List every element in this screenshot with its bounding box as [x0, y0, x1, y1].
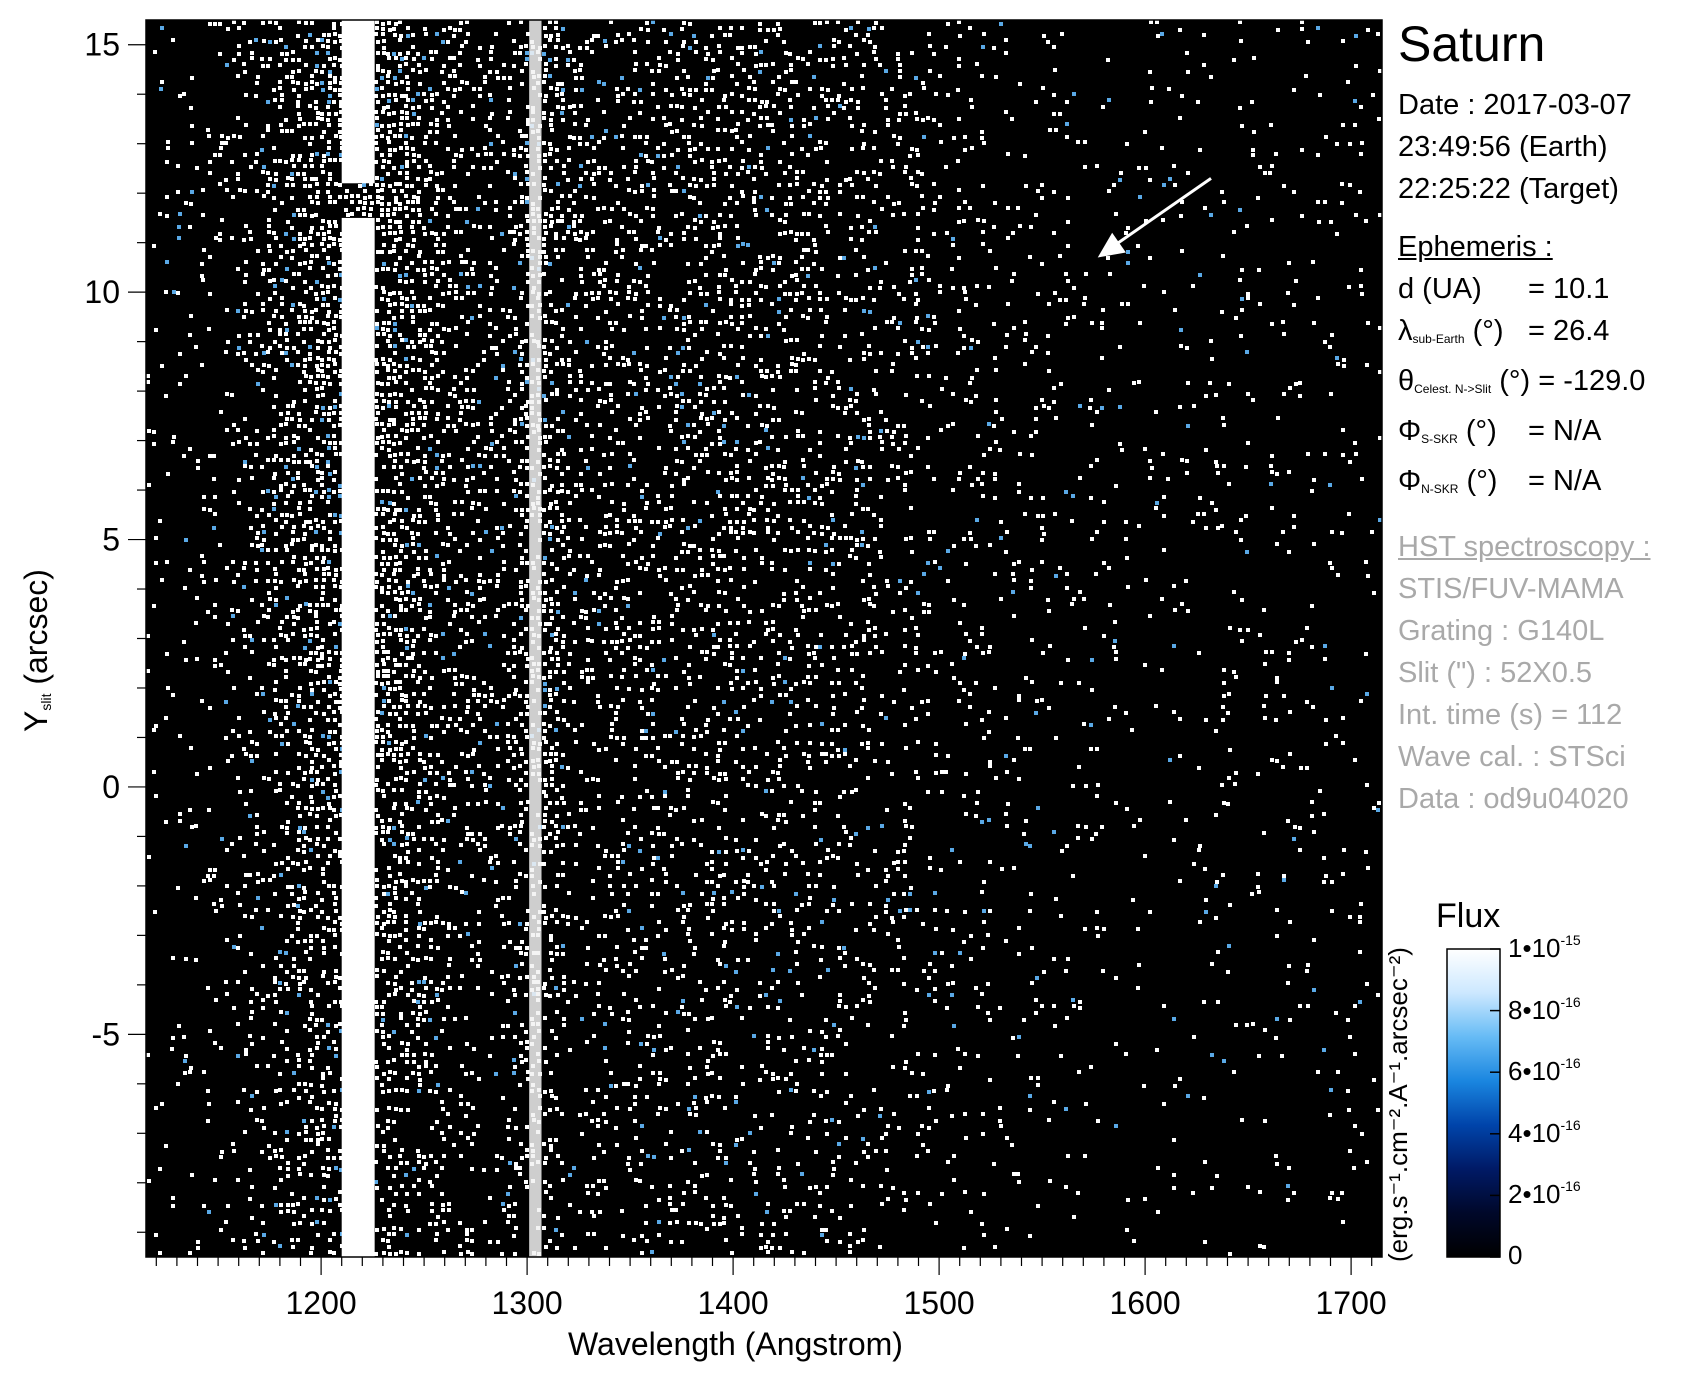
colorbar-gradient [1446, 948, 1501, 1258]
target-time: 22:25:22 (Target) [1398, 173, 1619, 205]
x-tick-label: 1600 [1110, 1285, 1181, 1321]
phi-n-symbol: Φ [1398, 465, 1422, 497]
hst-heading: HST spectroscopy : [1398, 531, 1651, 563]
instrument: STIS/FUV-MAMA [1398, 573, 1624, 605]
phi-s-sub: S-SKR [1421, 432, 1458, 446]
phi-s-row: ΦS-SKR (°) = N/A [1398, 410, 1678, 460]
annotation-arrow [1097, 177, 1212, 258]
phi-s-unit: (°) [1465, 415, 1497, 447]
ephemeris-heading: Ephemeris : [1398, 231, 1553, 263]
colorbar-tick-label: 6•10-16 [1508, 1055, 1581, 1087]
target-title: Saturn [1398, 16, 1546, 72]
phi-n-sub: N-SKR [1421, 482, 1459, 496]
axes-layer: 1200 1300 1400 1500 1600 1700 15 10 5 0 -5 [84, 19, 1387, 1321]
colorbar-tick-label: 8•10-16 [1508, 993, 1581, 1025]
phi-n-unit: (°) [1466, 465, 1498, 497]
arrow-shaft [1104, 177, 1212, 253]
distance-label: d (UA) [1398, 273, 1482, 305]
theta-row: θCelest. N->Slit (°) = -129.0 [1398, 360, 1678, 410]
y-label-sub: slit [38, 693, 54, 711]
emission-line-1216 [341, 20, 375, 184]
theta-value: = -129.0 [1538, 365, 1646, 397]
phi-n-row: ΦN-SKR (°) = N/A [1398, 460, 1678, 510]
grating: Grating : G140L [1398, 615, 1605, 647]
y-axis-label: Yslit (arcsec) [18, 569, 55, 732]
earth-time: 23:49:56 (Earth) [1398, 131, 1608, 163]
integration-time: Int. time (s) = 112 [1398, 699, 1623, 731]
lambda-sub: sub-Earth [1412, 332, 1465, 346]
x-tick-label: 1400 [698, 1285, 769, 1321]
x-tick-label: 1500 [904, 1285, 975, 1321]
colorbar-tick-label: 1•10-15 [1508, 932, 1581, 963]
emission-line-1216-lower [341, 217, 375, 1257]
y-tick-label: -5 [92, 1016, 120, 1052]
emission-line-1304 [529, 20, 542, 1257]
info-panel: Saturn Date : 2017-03-07 23:49:56 (Earth… [1398, 14, 1678, 820]
phi-s-value: = N/A [1528, 415, 1602, 447]
x-tick-label: 1300 [492, 1285, 563, 1321]
arrow-head [1097, 232, 1126, 258]
noise-speckle [146, 20, 1382, 1256]
date-line: Date : 2017-03-07 [1398, 89, 1632, 121]
y-label-unit: (arcsec) [18, 569, 54, 685]
colorbar [1446, 948, 1501, 1258]
x-tick-label: 1200 [286, 1285, 357, 1321]
wave-calibration: Wave cal. : STSci [1398, 741, 1626, 773]
lambda-unit: (°) [1472, 315, 1504, 347]
plot-area [146, 20, 1382, 1257]
lambda-row: λsub-Earth (°) = 26.4 [1398, 310, 1678, 360]
colorbar-title: Flux [1436, 897, 1501, 935]
lambda-value: = 26.4 [1528, 315, 1610, 347]
y-label-main: Y [18, 710, 54, 732]
y-tick-label: 15 [84, 27, 120, 63]
colorbar-unit-label: (erg.s⁻¹.cm⁻².A⁻¹.arcsec⁻²) [1383, 947, 1413, 1262]
distance-value: = 10.1 [1528, 273, 1610, 305]
theta-unit: (°) [1499, 365, 1531, 397]
phi-n-value: = N/A [1528, 465, 1602, 497]
theta-symbol: θ [1398, 365, 1415, 397]
x-tick-label: 1700 [1316, 1285, 1387, 1321]
dataset-id: Data : od9u04020 [1398, 783, 1629, 815]
y-tick-label: 0 [102, 769, 120, 805]
x-axis-label: Wavelength (Angstrom) [568, 1326, 903, 1362]
phi-s-symbol: Φ [1398, 415, 1422, 447]
theta-sub: Celest. N->Slit [1414, 382, 1492, 396]
y-tick-label: 5 [102, 522, 120, 558]
lambda-symbol: λ [1398, 315, 1413, 347]
colorbar-tick-label: 0 [1508, 1240, 1523, 1270]
colorbar-tick-label: 2•10-16 [1508, 1178, 1581, 1210]
y-tick-label: 10 [84, 274, 120, 310]
slit: Slit (") : 52X0.5 [1398, 657, 1593, 689]
distance-row: d (UA) = 10.1 [1398, 268, 1678, 310]
colorbar-tick-label: 4•10-16 [1508, 1116, 1581, 1148]
